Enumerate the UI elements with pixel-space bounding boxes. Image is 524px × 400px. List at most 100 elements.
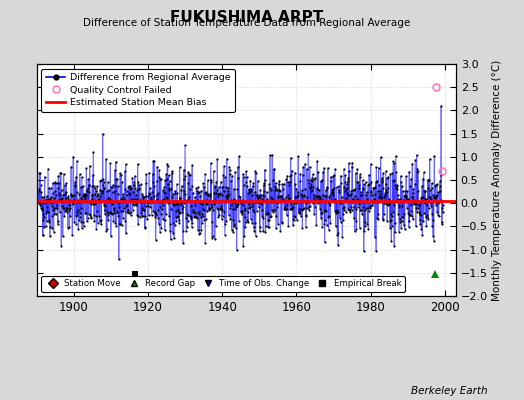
Point — [166, 221, 174, 228]
Point — [326, 192, 334, 198]
Point — [80, 223, 88, 230]
Point — [316, 214, 325, 221]
Point — [315, 193, 323, 199]
Point — [67, 192, 75, 198]
Point — [288, 167, 296, 174]
Point — [364, 226, 373, 232]
Point — [320, 221, 329, 228]
Point — [281, 194, 290, 200]
Point — [187, 224, 195, 230]
Point — [424, 176, 432, 183]
Point — [399, 222, 408, 228]
Point — [200, 217, 209, 223]
Point — [48, 203, 56, 210]
Point — [150, 158, 159, 164]
Point — [409, 186, 417, 192]
Point — [82, 186, 91, 193]
Point — [171, 214, 180, 220]
Point — [183, 218, 192, 224]
Point — [119, 194, 127, 200]
Point — [64, 194, 72, 201]
Point — [297, 190, 305, 197]
Point — [206, 193, 214, 200]
Point — [60, 171, 68, 177]
Point — [404, 210, 412, 216]
Point — [352, 170, 360, 176]
Point — [190, 198, 199, 204]
Point — [348, 159, 356, 166]
Point — [269, 177, 277, 183]
Point — [268, 196, 277, 202]
Point — [262, 211, 270, 217]
Point — [235, 197, 244, 204]
Point — [61, 182, 69, 188]
Point — [287, 201, 295, 207]
Point — [205, 206, 213, 212]
Point — [195, 230, 204, 236]
Point — [71, 183, 79, 189]
Point — [83, 218, 91, 224]
Point — [341, 188, 349, 194]
Point — [193, 184, 202, 190]
Point — [246, 204, 254, 210]
Point — [195, 231, 204, 238]
Point — [53, 218, 62, 224]
Point — [91, 201, 99, 208]
Point — [204, 204, 213, 211]
Point — [359, 186, 367, 193]
Point — [232, 246, 241, 253]
Point — [348, 187, 357, 194]
Point — [167, 206, 175, 212]
Point — [422, 202, 431, 208]
Point — [188, 183, 196, 190]
Point — [40, 224, 49, 231]
Point — [52, 180, 61, 186]
Point — [351, 193, 359, 199]
Point — [409, 189, 418, 196]
Point — [212, 190, 221, 196]
Point — [83, 188, 92, 194]
Point — [108, 201, 117, 207]
Point — [40, 174, 49, 180]
Point — [223, 192, 231, 198]
Point — [152, 192, 161, 198]
Point — [201, 190, 209, 196]
Point — [305, 207, 313, 213]
Point — [412, 223, 420, 229]
Point — [159, 202, 168, 208]
Point — [279, 186, 287, 192]
Point — [82, 192, 90, 198]
Point — [75, 191, 83, 197]
Point — [142, 180, 150, 186]
Point — [54, 185, 62, 191]
Point — [334, 208, 342, 215]
Point — [190, 214, 198, 220]
Point — [76, 210, 84, 216]
Point — [149, 208, 158, 215]
Point — [261, 223, 270, 230]
Point — [270, 182, 279, 189]
Point — [354, 203, 362, 210]
Point — [258, 215, 267, 222]
Point — [372, 164, 380, 171]
Point — [160, 184, 168, 190]
Point — [47, 184, 55, 191]
Point — [77, 219, 85, 225]
Point — [385, 198, 393, 205]
Point — [141, 213, 149, 219]
Point — [224, 212, 233, 218]
Point — [39, 194, 48, 200]
Point — [48, 213, 57, 219]
Point — [329, 192, 337, 198]
Point — [278, 219, 286, 225]
Point — [37, 205, 46, 212]
Point — [133, 212, 141, 218]
Point — [235, 193, 244, 200]
Point — [411, 157, 420, 163]
Point — [39, 210, 47, 217]
Point — [171, 188, 179, 194]
Point — [176, 164, 184, 171]
Point — [85, 182, 94, 189]
Point — [191, 194, 199, 200]
Point — [384, 202, 392, 208]
